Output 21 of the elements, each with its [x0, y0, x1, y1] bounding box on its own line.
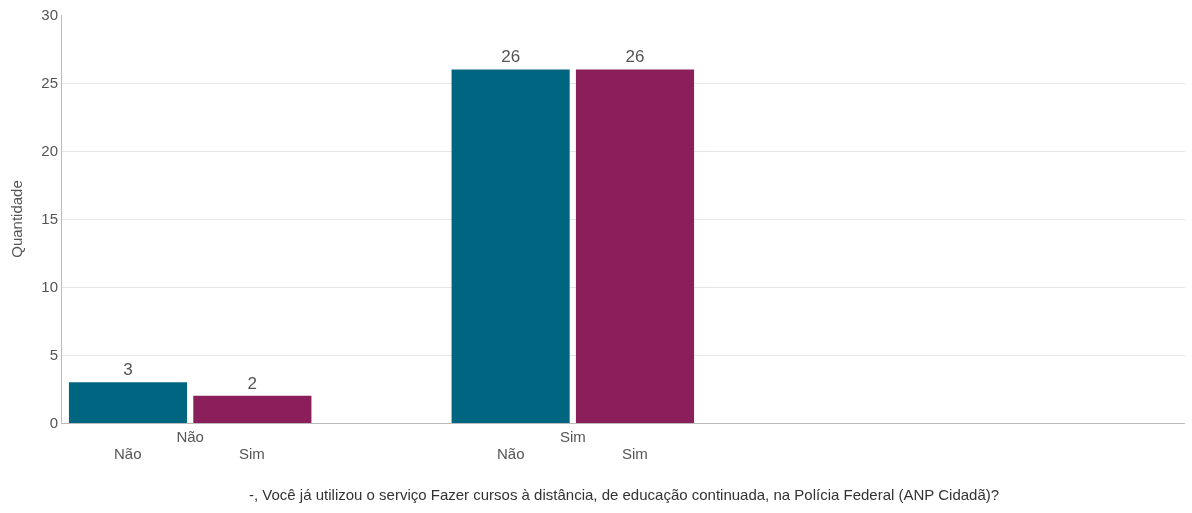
x-axis-title: -, Você já utilizou o serviço Fazer cursos à distância, de educação continuada, na Polícia Federal (ANP Cidadã)? — [249, 486, 1000, 503]
y-tick-label: 20 — [41, 142, 58, 160]
data-label: 2 — [247, 373, 258, 393]
series-label: Sim — [239, 445, 265, 462]
text: Sim — [622, 445, 648, 462]
y-tick-label: 0 — [49, 414, 58, 432]
y-tick-label: 10 — [41, 278, 58, 296]
bar — [68, 382, 188, 423]
y-tick-label: 15 — [41, 210, 58, 228]
y-axis-title: Quantidade — [7, 180, 25, 258]
bar — [451, 69, 570, 423]
bar — [193, 395, 312, 423]
data-label: 3 — [123, 360, 133, 380]
data-label: 26 — [501, 47, 521, 67]
y-tick-label: 30 — [41, 6, 58, 24]
text: Não — [497, 445, 525, 462]
data-label: 26 — [625, 47, 645, 67]
series-label: Não — [114, 445, 142, 462]
bar — [575, 69, 695, 423]
y-tick-label: 5 — [49, 346, 58, 364]
y-tick-label: 25 — [41, 74, 58, 92]
